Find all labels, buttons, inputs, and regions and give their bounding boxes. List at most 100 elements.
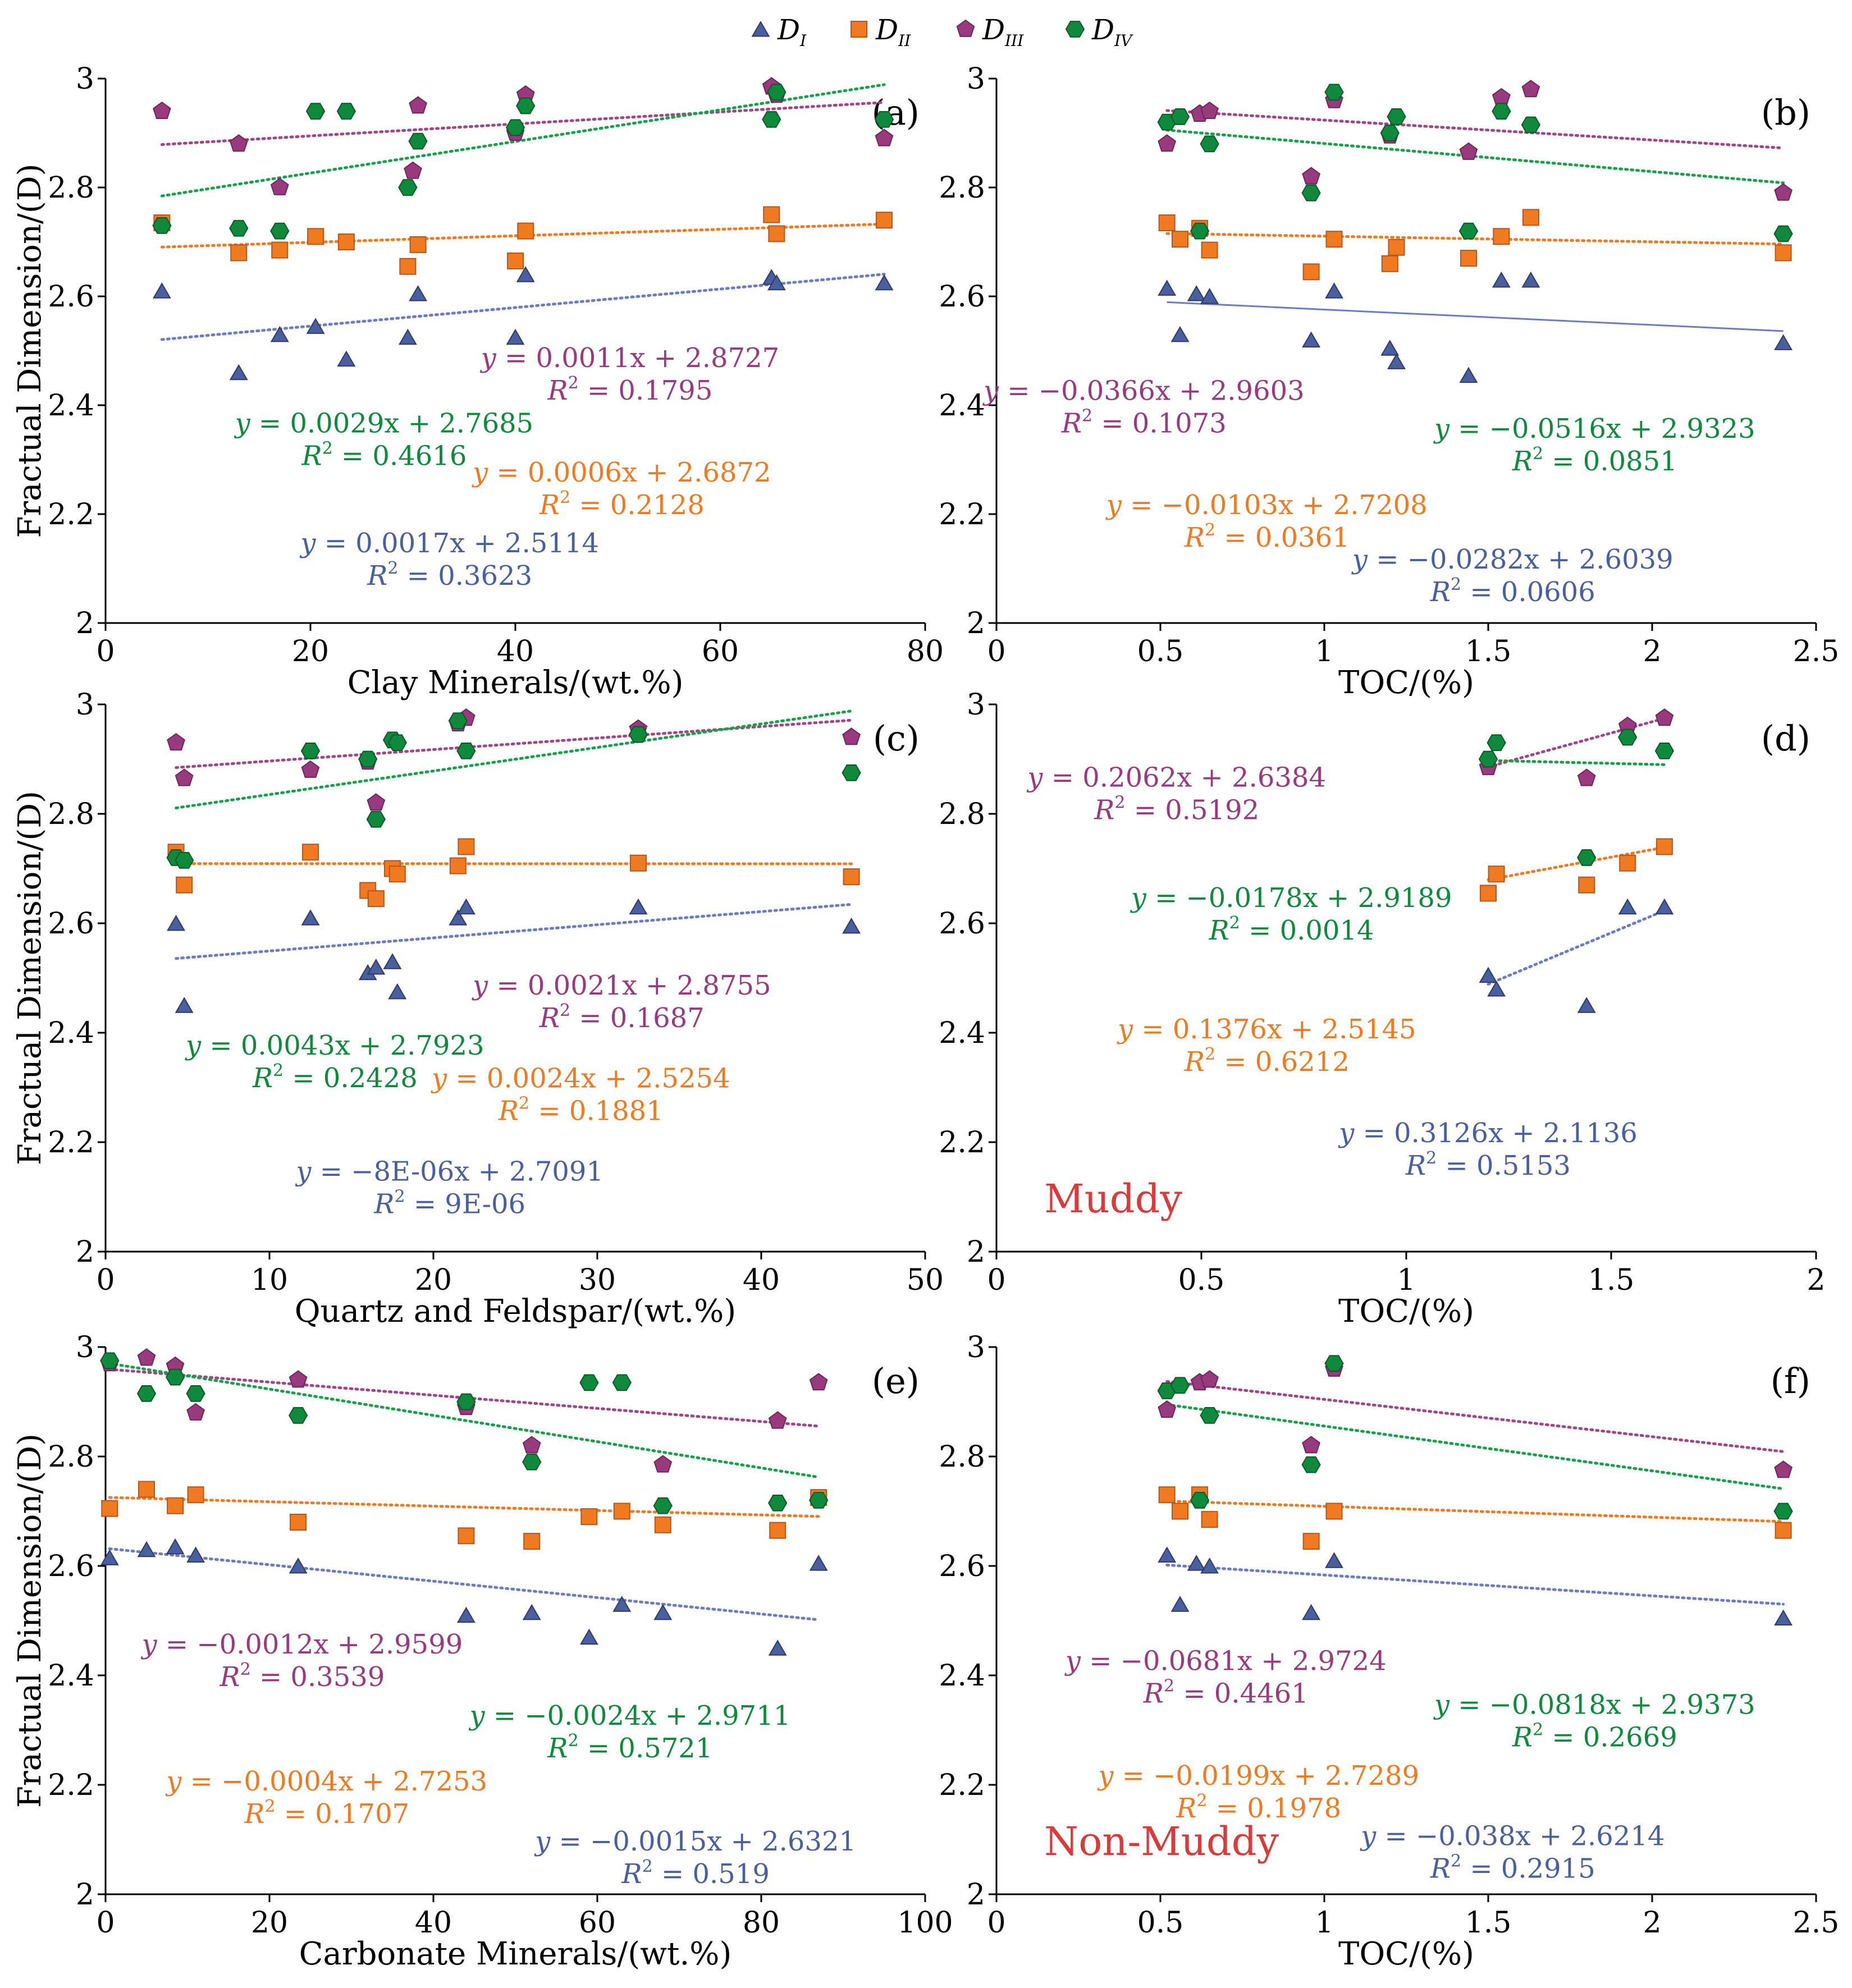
point-D1: [152, 282, 171, 299]
point-D1: [1187, 285, 1206, 301]
point-D4: [1200, 135, 1219, 153]
point-D2: [399, 258, 417, 275]
fit-line-D3: [1165, 109, 1785, 150]
legend-item-D1: DI: [751, 13, 807, 50]
point-D1: [768, 1639, 787, 1656]
panel-f: 0 0.5 1 1.5 2 2.5 2 2.2 2.4 2.6 2.8 3 TOC/(%) (f) Non-…: [939, 1331, 1839, 1972]
point-D4: [398, 179, 418, 196]
r2-text: R2 = 0.2915: [1430, 1851, 1595, 1884]
y-tick-label: 2.2: [48, 1769, 94, 1802]
r2-text: R2 = 0.4461: [1143, 1676, 1309, 1709]
y-tick-label: 2.4: [939, 1016, 985, 1050]
point-D4: [456, 1393, 476, 1410]
point-D1: [289, 1557, 308, 1574]
x-tick-label: 20: [251, 1906, 288, 1940]
point-D1: [506, 328, 525, 345]
point-D2: [768, 225, 785, 242]
fit-line-D1: [160, 273, 886, 341]
point-D3: [1302, 1436, 1321, 1454]
point-D4: [579, 1374, 599, 1391]
point-D2: [458, 1527, 475, 1545]
point-D3: [301, 760, 320, 778]
point-D2: [1656, 838, 1673, 855]
r2-text: R2 = 0.519: [621, 1857, 770, 1890]
fit-line-D1: [1487, 909, 1666, 986]
equation-text: y = 0.0029x + 2.7685: [234, 408, 534, 439]
y-tick-label: 2.8: [48, 171, 94, 205]
point-D1: [306, 318, 325, 334]
equation-text: y = −0.0015x + 2.6321: [534, 1826, 856, 1857]
x-tick-label: 0: [987, 1906, 1005, 1940]
point-D4: [305, 103, 326, 120]
point-D1: [842, 917, 861, 934]
legend-marker-D4: [1065, 21, 1085, 38]
y-tick-label: 2.4: [48, 389, 94, 423]
point-D3: [1302, 167, 1321, 185]
point-D2: [523, 1533, 541, 1550]
y-tick-label: 2.6: [48, 280, 94, 314]
r2-text: R2 = 0.0851: [1512, 444, 1677, 477]
point-D1: [367, 958, 386, 975]
series-D4: [1157, 1355, 1793, 1520]
panel-label: (d): [1761, 718, 1810, 759]
point-D3: [175, 768, 194, 786]
point-D2: [1172, 1503, 1189, 1520]
y-tick-label: 2.2: [939, 1769, 985, 1802]
point-D2: [1381, 255, 1398, 272]
x-tick-label: 80: [743, 1906, 780, 1940]
x-tick-label: 2.5: [1793, 635, 1840, 668]
point-D3: [1158, 1400, 1177, 1418]
y-tick-label: 2.8: [939, 171, 985, 205]
point-D1: [653, 1604, 673, 1620]
panel-label: (c): [873, 718, 920, 759]
point-D3: [768, 1411, 787, 1429]
fit-line-D1: [175, 903, 853, 960]
point-D1: [398, 328, 417, 345]
point-D1: [1200, 287, 1219, 304]
point-D3: [409, 96, 427, 114]
point-D3: [229, 134, 248, 152]
x-tick-label: 80: [907, 635, 944, 668]
y-tick-label: 2.4: [48, 1659, 94, 1693]
point-D4: [612, 1374, 632, 1391]
point-D4: [1324, 1355, 1344, 1372]
series-D2: [101, 1481, 827, 1550]
point-D2: [1488, 865, 1505, 883]
y-tick-label: 2.6: [939, 280, 985, 314]
point-D2: [458, 838, 475, 855]
point-D1: [1325, 1552, 1343, 1568]
point-D4: [1190, 222, 1210, 240]
y-tick-label: 2: [967, 1878, 985, 1912]
point-D4: [408, 132, 428, 150]
legend-marker-D2: [850, 21, 867, 38]
point-D3: [367, 793, 386, 811]
y-axis-title: Fractual Dimension/(D): [12, 163, 48, 538]
point-D2: [176, 876, 193, 894]
equation-text: y = −0.0516x + 2.9323: [1433, 413, 1755, 445]
point-D4: [229, 219, 249, 237]
point-D1: [1459, 367, 1478, 383]
x-tick-label: 60: [579, 1906, 616, 1940]
point-D4: [358, 750, 378, 768]
point-D2: [1325, 231, 1343, 248]
point-D1: [1577, 997, 1596, 1013]
point-D2: [1302, 263, 1320, 281]
equation-text: y = −0.0818x + 2.9373: [1433, 1689, 1755, 1720]
y-tick-label: 3: [76, 1331, 94, 1364]
series-D2: [1480, 838, 1673, 902]
y-tick-label: 2.6: [939, 907, 985, 941]
point-D2: [1158, 1486, 1176, 1504]
y-tick-label: 2.2: [939, 1126, 985, 1160]
point-D2: [367, 890, 385, 908]
equation-text: y = 0.0006x + 2.6872: [472, 457, 771, 488]
point-D2: [1493, 228, 1510, 245]
r2-text: R2 = 0.3539: [219, 1660, 385, 1693]
y-tick-label: 2.4: [48, 1016, 94, 1050]
point-D4: [175, 852, 194, 869]
